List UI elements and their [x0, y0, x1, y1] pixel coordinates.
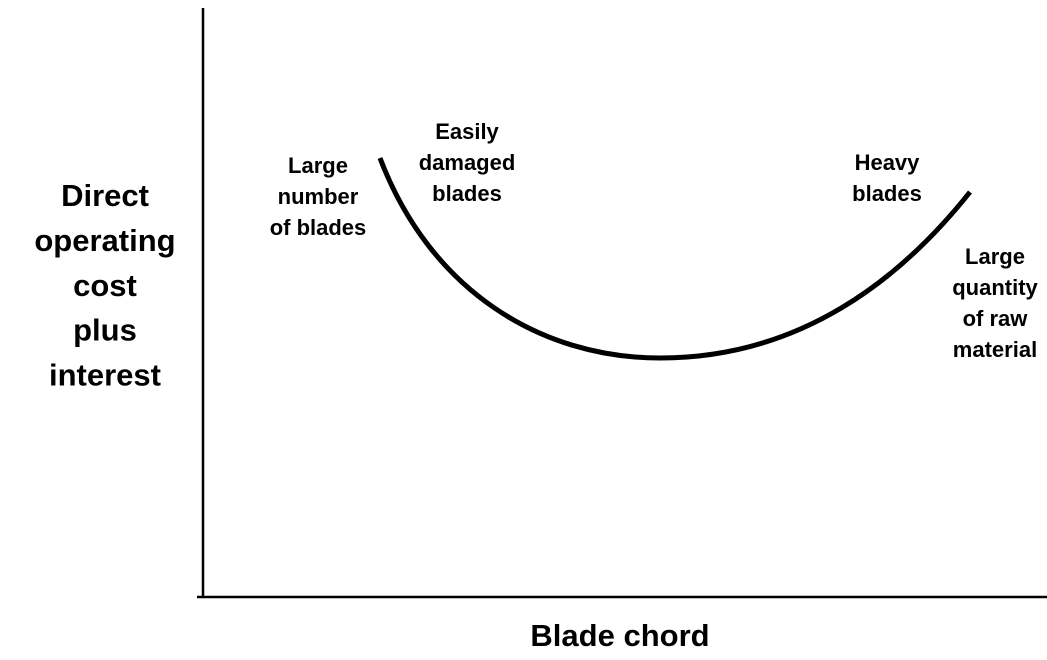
- y-axis-label-line: plus: [73, 313, 137, 348]
- annotation-line: damaged: [419, 150, 516, 175]
- annotation-line: Heavy: [855, 150, 921, 175]
- annotation-line: of raw: [963, 306, 1029, 331]
- annotation-line: Easily: [435, 119, 499, 144]
- y-axis-label-line: operating: [34, 223, 175, 258]
- y-axis-label-line: interest: [49, 357, 161, 392]
- annotation-line: blades: [852, 181, 922, 206]
- x-axis-label: Blade chord: [530, 618, 709, 653]
- y-axis-label: Direct operating cost plus interest: [34, 178, 175, 392]
- annotation-line: of blades: [270, 215, 367, 240]
- y-axis-label-line: Direct: [61, 178, 149, 213]
- annotation-line: blades: [432, 181, 502, 206]
- annotation-line: number: [278, 184, 359, 209]
- cost-curve: [377, 157, 972, 361]
- annotations: Large number of blades Easily damaged blades H…: [270, 119, 1039, 362]
- annotation-line: Large: [965, 244, 1025, 269]
- annotation-line: quantity: [952, 275, 1038, 300]
- annotation-line: material: [953, 337, 1037, 362]
- annotation-line: Large: [288, 153, 348, 178]
- y-axis-label-line: cost: [73, 268, 137, 303]
